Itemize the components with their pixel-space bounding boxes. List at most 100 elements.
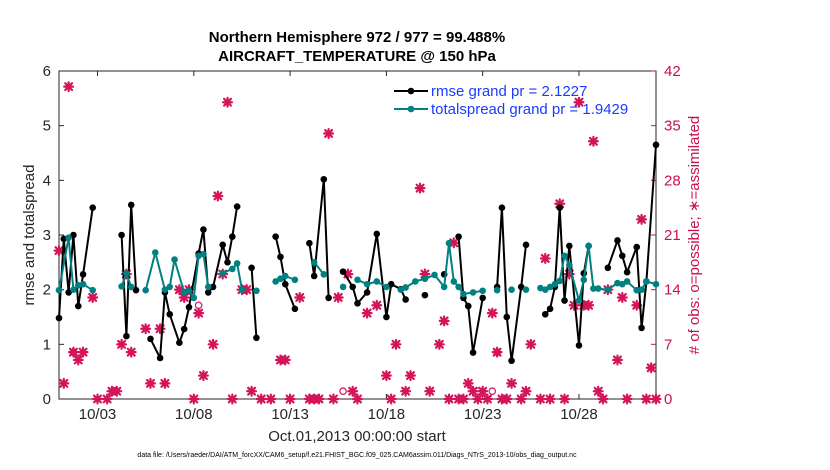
totalspread-point <box>118 283 125 290</box>
totalspread-point <box>541 286 549 293</box>
obs-assimilated-marker <box>67 346 79 358</box>
totalspread-point <box>272 278 279 285</box>
rmse-point <box>272 233 279 240</box>
obs-assimilated-marker <box>563 268 575 280</box>
totalspread-point <box>363 280 371 288</box>
rmse-point <box>479 294 486 302</box>
totalspread-point <box>123 269 130 277</box>
x-tick-label: 10/08 <box>175 406 213 423</box>
rmse-point <box>383 313 390 321</box>
obs-assimilated-marker <box>650 393 662 405</box>
obs-assimilated-marker <box>472 393 484 405</box>
totalspread-point <box>643 278 650 285</box>
y-right-tick-label: 14 <box>664 282 681 299</box>
x-tick-label: 10/18 <box>368 406 406 423</box>
obs-assimilated-marker <box>631 299 643 311</box>
rmse-point <box>556 204 564 211</box>
obs-assimilated-marker <box>419 268 431 280</box>
totalspread-point <box>70 286 77 293</box>
obs-assimilated-marker <box>140 323 152 335</box>
rmse-point <box>508 357 515 365</box>
y-axis-right: 0 7 14 21 28 35 42 <box>651 63 681 408</box>
totalspread-point <box>204 283 212 291</box>
totalspread-point <box>421 275 429 283</box>
obs-assimilated-marker <box>506 377 518 389</box>
rmse-point <box>325 294 332 302</box>
obs-assimilated-marker <box>178 291 190 303</box>
obs-assimilated-marker <box>241 284 253 296</box>
obs-assimilated-marker <box>361 307 373 319</box>
obs-assimilated-marker <box>92 393 104 405</box>
obs-assimilated-marker <box>433 338 445 350</box>
x-tick-label: 10/03 <box>79 406 117 423</box>
totalspread-point <box>190 294 198 302</box>
obs-assimilated-marker <box>173 284 185 296</box>
totalspread-point <box>142 286 149 294</box>
obs-assimilated-marker <box>640 393 652 405</box>
obs-assimilated-marker <box>207 338 219 350</box>
obs-assimilated-marker <box>246 385 258 397</box>
obs-assimilated-marker <box>443 393 455 405</box>
totalspread-point <box>238 286 246 293</box>
legend: rmse grand pr = 2.1227 totalspread grand… <box>394 83 628 118</box>
totalspread-point <box>590 285 597 292</box>
y-right-tick-label: 21 <box>664 227 681 244</box>
totalspread-point <box>171 256 178 263</box>
obs-assimilated-marker <box>294 291 306 303</box>
totalspread-point <box>623 278 631 285</box>
rmse-point <box>614 237 621 244</box>
totalspread-point <box>373 278 381 285</box>
obs-assimilated-marker <box>597 393 609 405</box>
obs-assimilated-marker <box>559 393 571 405</box>
obs-assimilated-marker <box>520 385 532 397</box>
rmse-point <box>219 241 226 249</box>
rmse-point <box>310 272 318 280</box>
rmse-point <box>633 243 641 251</box>
obs-assimilated-marker <box>390 338 402 350</box>
y-tick-label: 5 <box>43 118 51 135</box>
obs-assimilated-marker <box>645 362 657 374</box>
totalspread-point <box>561 252 568 260</box>
legend-rmse-marker <box>407 87 415 95</box>
legend-spread-label: totalspread grand pr = 1.9429 <box>431 101 628 118</box>
rmse-point <box>166 310 174 318</box>
obs-assimilated-marker <box>400 385 412 397</box>
totalspread-point <box>411 278 419 285</box>
rmse-point <box>281 280 289 288</box>
totalspread-point <box>339 283 347 291</box>
x-axis: 10/03 10/08 10/13 10/18 10/23 10/28 <box>79 71 598 423</box>
obs-assimilated-marker <box>592 385 604 397</box>
rmse-point <box>204 289 212 296</box>
rmse-point <box>306 239 313 247</box>
totalspread-point <box>151 249 159 256</box>
rmse-point <box>421 291 429 299</box>
rmse-point <box>349 283 356 291</box>
obs-assimilated-marker <box>477 385 489 397</box>
rmse-point <box>79 271 87 278</box>
rmse-point <box>354 300 361 307</box>
totalspread-point <box>618 280 626 288</box>
rmse-point <box>123 332 130 340</box>
obs-assimilated-marker <box>448 237 460 249</box>
rmse-point <box>118 231 125 239</box>
obs-assimilated-marker <box>457 393 469 405</box>
obs-assimilated-marker <box>481 393 493 405</box>
totalspread-point <box>277 275 284 283</box>
rmse-point <box>339 268 347 275</box>
totalspread-line <box>222 262 243 290</box>
rmse-point <box>291 305 299 313</box>
obs-assimilated-marker <box>347 385 359 397</box>
obs-assimilated-marker <box>587 135 599 147</box>
y-tick-label: 6 <box>43 63 51 80</box>
obs-assimilated-marker <box>111 385 123 397</box>
rmse-point <box>541 310 549 318</box>
rmse-point <box>185 303 193 311</box>
y-axis-label: rmse and totalspread <box>21 165 38 306</box>
obs-assimilated-marker <box>404 370 416 382</box>
rmse-point <box>604 264 612 272</box>
obs-assimilated-marker <box>380 370 392 382</box>
rmse-point <box>229 233 236 240</box>
totalspread-point <box>638 286 645 293</box>
rmse-point <box>320 175 328 183</box>
